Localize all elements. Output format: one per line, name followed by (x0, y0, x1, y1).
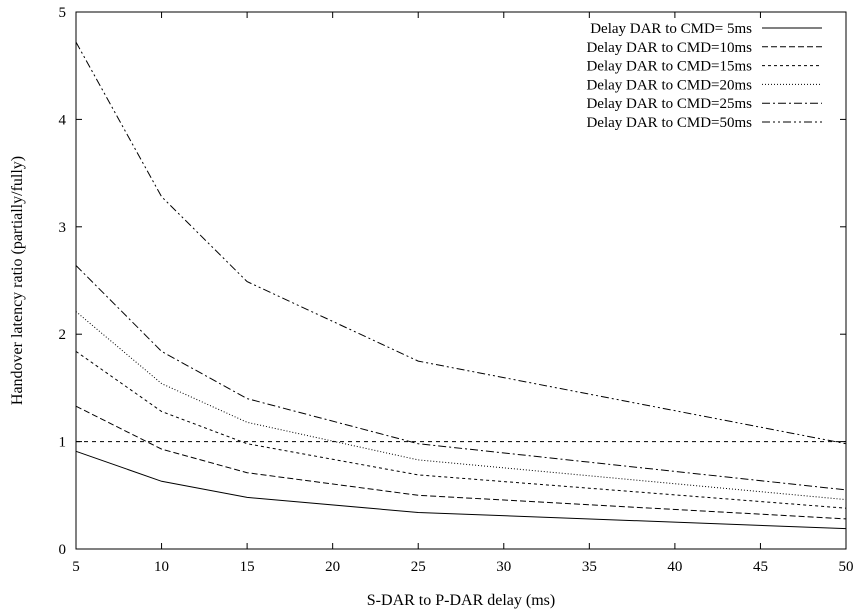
legend-label: Delay DAR to CMD= 5ms (590, 21, 752, 37)
plot-frame (75, 11, 847, 550)
x-tick-label: 50 (839, 559, 854, 575)
y-tick-label: 3 (59, 220, 67, 236)
y-tick-label: 4 (59, 112, 67, 128)
x-tick-label: 40 (667, 559, 682, 575)
x-tick-label: 25 (411, 559, 426, 575)
y-tick-label: 0 (59, 542, 67, 558)
series-line-6 (75, 41, 847, 445)
series-line-2 (75, 405, 847, 520)
series-line-5 (75, 265, 847, 491)
y-tick-label: 1 (59, 435, 67, 451)
x-tick-label: 20 (325, 559, 340, 575)
x-tick-label: 45 (753, 559, 768, 575)
legend-label: Delay DAR to CMD=20ms (586, 77, 752, 93)
y-axis-title: Handover latency ratio (partially/fully) (9, 156, 26, 405)
legend-label: Delay DAR to CMD=10ms (586, 40, 752, 56)
y-tick-label: 5 (59, 5, 67, 21)
legend-label: Delay DAR to CMD=15ms (586, 59, 752, 75)
x-tick-label: 30 (496, 559, 511, 575)
legend: Delay DAR to CMD= 5ms Delay DAR to CMD=10… (586, 21, 822, 131)
series-line-4 (75, 311, 847, 501)
series-line-1 (75, 450, 847, 530)
x-axis-title: S-DAR to P-DAR delay (ms) (367, 592, 555, 609)
legend-label: Delay DAR to CMD=50ms (586, 115, 752, 131)
series-line-3 (75, 350, 847, 509)
legend-label: Delay DAR to CMD=25ms (586, 96, 752, 112)
y-tick-label: 2 (59, 327, 67, 343)
x-tick-label: 15 (240, 559, 255, 575)
x-tick-label: 35 (582, 559, 597, 575)
plot-lines (75, 41, 847, 530)
x-tick-label: 5 (72, 559, 80, 575)
x-tick-label: 10 (154, 559, 169, 575)
